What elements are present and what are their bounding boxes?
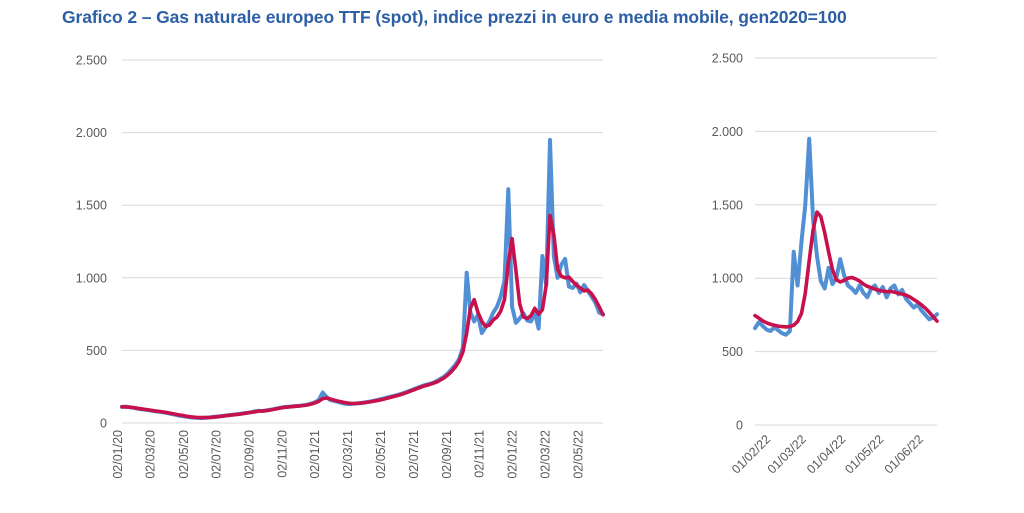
y-tick-label: 1.500 [712,198,743,212]
media-mobile-line [753,210,939,329]
x-tick-label: 01/05/22 [842,432,886,476]
x-tick-label: 02/07/20 [210,430,224,479]
chart-title: Grafico 2 – Gas naturale europeo TTF (sp… [62,7,847,27]
x-tick-label: 02/03/22 [539,430,553,479]
x-tick-label: 01/06/22 [882,432,926,476]
y-tick-label: 0 [736,419,743,433]
y-tick-label: 2.500 [76,54,107,68]
ttf-chart-2022-zoom: 2.500 2.000 1.500 1.000 500 0 01/02/22 01/03/22… [648,42,988,510]
x-tick-label: 01/04/22 [804,432,848,476]
x-tick-label: 02/03/21 [341,430,355,479]
x-tick-label: 02/11/20 [276,430,290,478]
ttf-chart-full-period: 2.500 2.000 1.500 1.000 500 0 02/01/20 02/03/20… [55,42,617,510]
y-tick-label: 2.000 [76,126,107,140]
x-tick-label: 02/07/21 [407,430,421,479]
y-tick-label: 2.500 [712,52,743,66]
indice-spot-ttf-line [753,136,939,337]
y-tick-label: 500 [86,344,107,358]
media-mobile-line [120,213,605,420]
y-tick-label: 0 [100,417,107,431]
y-tick-label: 1.500 [76,199,107,213]
x-tick-label: 02/01/21 [308,430,322,479]
indice-spot-ttf-line [120,137,605,421]
x-tick-label: 02/05/20 [177,430,191,479]
ttf-full-period-canvas: 2.500 2.000 1.500 1.000 500 0 02/01/20 02/03/20… [76,54,605,479]
x-tick-label: 02/05/22 [571,430,585,479]
x-tick-label: 02/01/20 [111,430,125,479]
x-tick-label: 02/03/20 [144,430,158,479]
y-tick-label: 500 [722,345,743,359]
x-tick-label: 02/09/21 [440,430,454,479]
y-tick-label: 2.000 [712,125,743,139]
ttf-2022-zoom-canvas: 2.5002.0001.5001.000500001/02/2201/03/22… [712,52,939,477]
x-tick-label: 02/01/22 [505,430,519,479]
y-tick-label: 1.000 [712,272,743,286]
x-tick-label: 02/05/21 [374,430,388,479]
y-tick-label: 1.000 [76,271,107,285]
x-tick-label: 02/09/20 [242,430,256,479]
x-tick-label: 01/03/22 [765,432,809,476]
x-tick-label: 02/11/21 [473,430,487,478]
